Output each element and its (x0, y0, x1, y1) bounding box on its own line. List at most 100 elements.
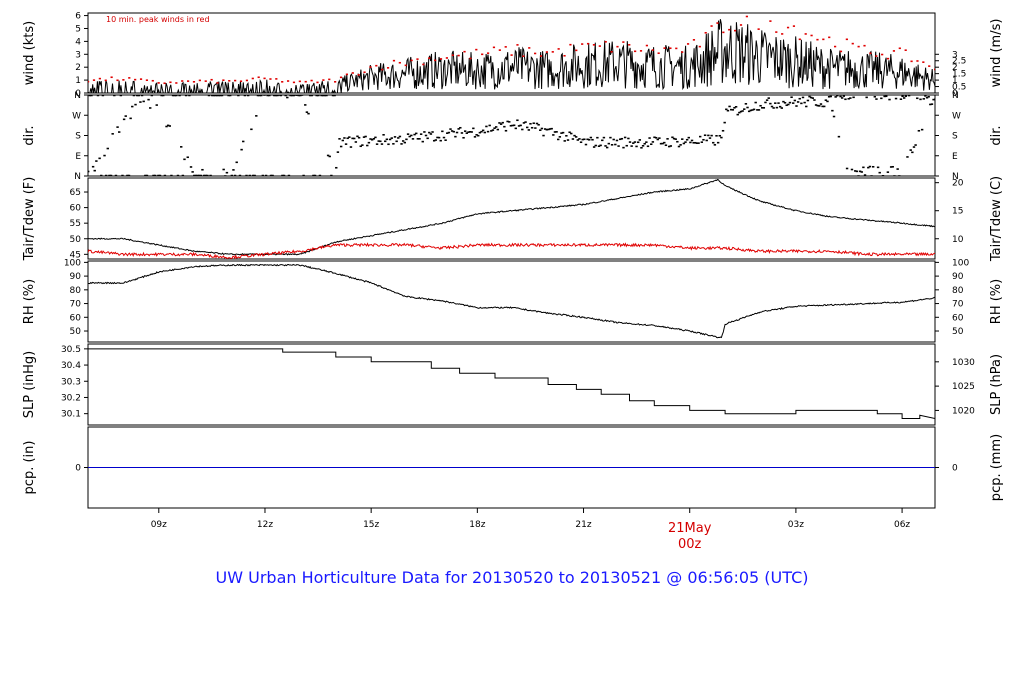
direction-point (240, 148, 243, 151)
peak-wind-point (216, 82, 219, 84)
direction-point (408, 135, 411, 138)
peak-wind-point (516, 44, 519, 46)
direction-point (581, 138, 584, 141)
direction-point (194, 174, 198, 176)
direction-point (805, 105, 808, 108)
peak-wind-point (522, 55, 525, 57)
direction-point (919, 98, 922, 101)
direction-point (752, 108, 756, 111)
direction-point (415, 132, 418, 135)
direction-point (132, 95, 136, 97)
direction-point (501, 121, 504, 124)
x-tick-label: 12z (257, 520, 273, 530)
direction-point (907, 95, 911, 97)
direction-point (323, 95, 327, 97)
direction-point (259, 95, 263, 97)
direction-point (88, 170, 90, 173)
direction-point (509, 124, 513, 127)
peak-wind-point (810, 34, 813, 37)
peak-wind-point (910, 60, 913, 63)
peak-wind-point (239, 80, 243, 83)
peak-wind-point (904, 49, 907, 51)
direction-point (793, 99, 797, 102)
direction-point (503, 125, 506, 128)
direction-point (896, 168, 899, 170)
direction-point (530, 126, 534, 129)
peak-wind-point (428, 57, 431, 59)
direction-point (878, 171, 881, 174)
peak-wind-point (110, 76, 113, 79)
peak-wind-point (510, 54, 513, 56)
rh-right-tick-label: 60 (952, 313, 964, 323)
peak-wind-point (481, 53, 484, 56)
direction-point (756, 109, 759, 111)
direction-point (808, 95, 811, 98)
direction-point (268, 95, 271, 97)
direction-point (403, 141, 407, 144)
direction-point (134, 103, 137, 106)
direction-point (526, 126, 529, 129)
peak-wind-point (169, 81, 172, 84)
direction-point (893, 175, 896, 176)
direction-point (104, 174, 108, 176)
pcp-right-axis-label: pcp. (mm) (989, 434, 1004, 501)
wind-left-tick-label: 1 (75, 76, 81, 86)
direction-point (728, 105, 731, 108)
peak-wind-point (704, 31, 707, 34)
direction-point (436, 136, 439, 139)
direction-point (909, 149, 912, 151)
direction-point (393, 136, 397, 138)
direction-point (880, 97, 883, 100)
peak-wind-point (292, 81, 296, 84)
peak-wind-point (88, 80, 90, 83)
direction-point (690, 139, 694, 142)
direction-point (553, 131, 557, 133)
peak-wind-point (622, 41, 625, 43)
peak-wind-point (834, 45, 837, 48)
direction-point (455, 131, 459, 134)
direction-point (357, 136, 361, 139)
direction-point (121, 174, 124, 176)
dir-left-tick-label: E (75, 152, 81, 162)
direction-point (628, 141, 632, 143)
direction-point (834, 96, 837, 98)
direction-point (744, 103, 748, 105)
direction-point (480, 130, 483, 133)
direction-point (230, 174, 234, 176)
slp-left-tick-label: 30.4 (61, 361, 81, 371)
direction-point (385, 138, 389, 141)
peak-wind-point (539, 55, 543, 57)
slp-left-tick-label: 30.1 (61, 410, 81, 420)
direction-point (625, 144, 628, 147)
direction-point (842, 95, 846, 97)
direction-point (654, 136, 658, 139)
peak-wind-point (351, 72, 354, 74)
direction-point (222, 168, 225, 171)
direction-point (713, 144, 717, 146)
direction-point (561, 131, 565, 134)
direction-point (770, 105, 774, 108)
direction-point (300, 95, 304, 96)
wind-right-tick-label: 3 (952, 50, 958, 60)
direction-point (508, 121, 511, 123)
peak-wind-point (363, 71, 366, 74)
direction-point (276, 95, 279, 97)
direction-point (152, 174, 155, 176)
direction-point (277, 95, 281, 96)
direction-point (733, 106, 736, 109)
peak-wind-point (475, 48, 478, 51)
direction-point (698, 135, 702, 138)
direction-point (367, 141, 371, 144)
wind-right-tick-label: 0 (952, 89, 958, 99)
direction-point (632, 142, 635, 144)
direction-point (126, 174, 129, 176)
direction-point (388, 138, 392, 141)
rh-line (88, 263, 935, 339)
direction-point (612, 138, 615, 141)
direction-point (684, 141, 687, 143)
direction-point (775, 106, 779, 109)
peak-wind-point (92, 79, 96, 81)
peak-wind-point (875, 55, 878, 57)
direction-point (641, 145, 645, 147)
direction-point (669, 145, 673, 147)
